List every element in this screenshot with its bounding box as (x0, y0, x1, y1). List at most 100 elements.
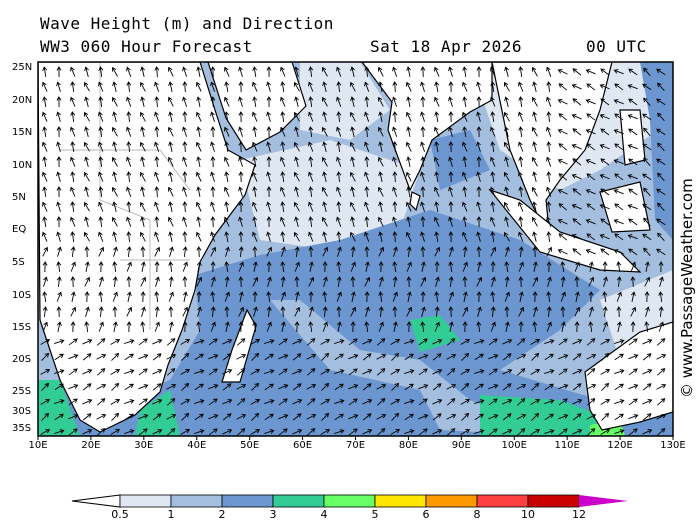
wave-direction-arrow (558, 398, 568, 406)
wave-direction-arrow (628, 384, 639, 390)
wave-direction-arrow (56, 111, 61, 122)
wave-direction-arrow (392, 321, 398, 332)
wave-direction-arrow (546, 81, 552, 93)
wave-direction-arrow (70, 111, 76, 123)
lat-label: 15S (12, 322, 32, 333)
wave-direction-arrow (334, 339, 345, 344)
wave-direction-arrow (642, 143, 652, 151)
wave-direction-arrow (600, 128, 610, 136)
wave-direction-arrow (490, 96, 496, 107)
wave-direction-arrow (83, 141, 90, 152)
wave-direction-arrow (336, 126, 342, 137)
wave-direction-arrow (252, 231, 258, 242)
wave-direction-arrow (140, 246, 146, 258)
wave-direction-arrow (111, 352, 120, 361)
wave-direction-arrow (321, 126, 328, 137)
wave-direction-arrow (558, 428, 568, 436)
wave-direction-arrow (572, 429, 583, 435)
wave-direction-arrow (124, 399, 135, 404)
wave-direction-arrow (210, 156, 216, 168)
wave-direction-arrow (546, 231, 552, 243)
lon-label: 90E (451, 440, 471, 451)
wave-direction-arrow (41, 412, 50, 421)
wave-direction-arrow (364, 126, 370, 138)
wave-direction-arrow (406, 81, 412, 92)
wave-direction-arrow (531, 186, 538, 197)
wave-direction-arrow (278, 368, 288, 376)
wave-direction-arrow (124, 413, 134, 421)
wave-direction-arrow (630, 306, 636, 317)
wave-direction-arrow (572, 339, 583, 345)
wave-direction-arrow (392, 126, 398, 137)
wave-direction-arrow (518, 186, 524, 198)
wave-direction-arrow (420, 291, 426, 303)
wave-direction-arrow (502, 383, 512, 391)
lon-label: 70E (345, 440, 366, 451)
lon-label: 120E (607, 440, 633, 451)
wave-direction-arrow (224, 171, 230, 183)
wave-direction-arrow (601, 412, 610, 421)
wave-direction-arrow (350, 291, 356, 302)
forecast-label: WW3 060 Hour Forecast (40, 37, 253, 56)
wave-direction-arrow (42, 81, 48, 92)
wave-direction-arrow (432, 383, 442, 391)
wave-direction-arrow (126, 321, 132, 333)
wave-direction-arrow (98, 321, 104, 332)
wave-direction-arrow (644, 291, 650, 303)
wave-direction-arrow (70, 156, 76, 167)
wave-direction-arrow (168, 276, 174, 288)
wave-direction-arrow (294, 246, 300, 258)
wave-direction-arrow (476, 231, 481, 242)
wave-direction-arrow (505, 246, 510, 257)
wave-direction-arrow (42, 186, 48, 198)
wave-direction-arrow (448, 156, 453, 167)
wave-direction-arrow (196, 321, 202, 333)
wave-direction-arrow (657, 112, 665, 122)
wave-direction-arrow (336, 186, 342, 197)
wave-direction-arrow (252, 321, 258, 333)
wave-direction-arrow (643, 97, 651, 107)
wave-direction-arrow (322, 321, 328, 332)
wave-direction-arrow (126, 141, 132, 153)
wave-direction-arrow (602, 321, 608, 332)
zone-2-3m (38, 210, 673, 436)
wave-direction-arrow (643, 157, 651, 167)
wave-direction-arrow (448, 321, 454, 332)
wave-direction-arrow (504, 216, 509, 227)
wave-direction-arrow (391, 382, 400, 391)
wave-direction-arrow (462, 261, 468, 272)
wave-direction-arrow (546, 246, 552, 257)
wave-direction-arrow (154, 81, 160, 92)
wave-direction-arrow (586, 368, 596, 376)
lat-label: 10N (12, 160, 33, 171)
wave-direction-arrow (168, 141, 174, 152)
wave-direction-arrow (462, 111, 468, 122)
wave-direction-arrow (379, 276, 384, 287)
wave-direction-arrow (558, 414, 569, 420)
wave-direction-arrow (434, 111, 440, 123)
wave-direction-arrow (600, 398, 611, 405)
wave-direction-arrow (448, 291, 454, 302)
wave-direction-arrow (266, 126, 272, 138)
wave-direction-arrow (334, 383, 344, 391)
wave-direction-arrow (432, 429, 443, 435)
wave-direction-arrow (336, 291, 342, 302)
wave-direction-arrow (378, 186, 384, 197)
wave-direction-arrow (112, 291, 118, 302)
wave-direction-arrow (392, 81, 398, 93)
legend-label: 0.5 (111, 508, 129, 521)
wave-direction-arrow (532, 291, 538, 303)
wave-direction-arrow (574, 276, 580, 288)
wave-direction-arrow (392, 231, 398, 243)
wave-direction-arrow (599, 84, 610, 90)
wave-direction-arrow (406, 126, 412, 137)
wave-direction-arrow (518, 291, 524, 302)
wave-direction-arrow (614, 383, 624, 391)
wave-direction-arrow (42, 201, 48, 212)
wave-direction-arrow (614, 339, 625, 344)
wave-direction-arrow (571, 234, 582, 240)
wave-direction-arrow (532, 81, 537, 92)
wave-direction-arrow (224, 276, 230, 288)
wave-direction-arrow (614, 233, 624, 241)
wave-direction-arrow (627, 174, 638, 180)
